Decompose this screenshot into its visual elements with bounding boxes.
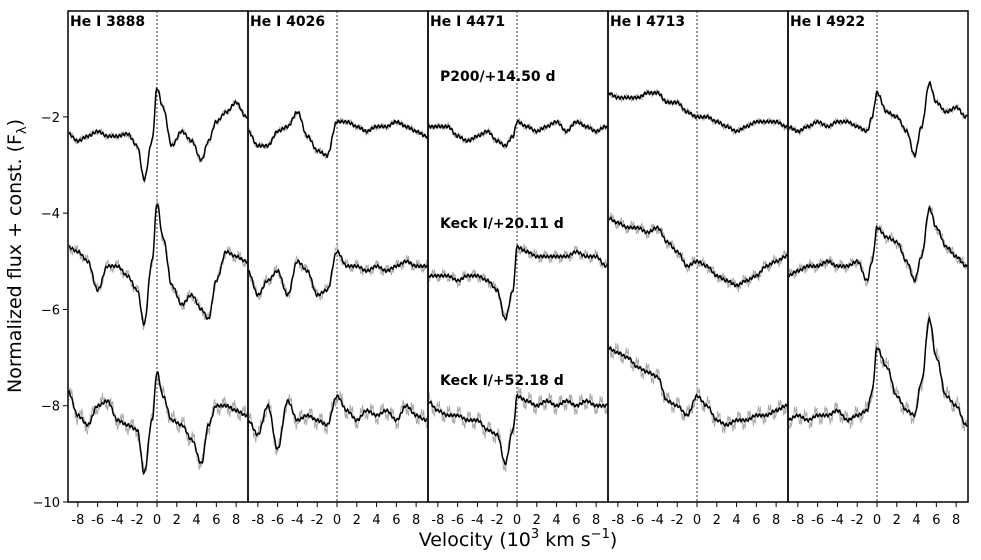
x-tick-label: -2 — [851, 513, 864, 528]
x-tick-label: 4 — [552, 513, 560, 528]
smoothed-spectrum-1 — [68, 86, 248, 183]
x-tick-label: -4 — [111, 513, 124, 528]
smoothed-spectrum-2 — [608, 216, 788, 288]
raw-spectrum-1 — [248, 110, 428, 160]
y-tick-label: −8 — [41, 400, 60, 415]
epoch-label-1: P200/+14.50 d — [440, 69, 556, 85]
panel-frame — [787, 10, 969, 503]
raw-spectrum-3 — [68, 374, 248, 474]
x-tick-label: -8 — [71, 513, 84, 528]
panel-frame — [67, 10, 249, 503]
x-tick-label: 8 — [952, 513, 960, 528]
x-tick-label: -2 — [311, 513, 324, 528]
y-tick-label: −10 — [33, 496, 60, 511]
panel-3: He I 4471 -8 -6 -4 -2 0 2 4 6 8 — [427, 10, 609, 528]
raw-spectrum-3 — [428, 387, 608, 472]
x-tick-label: 6 — [752, 513, 760, 528]
x-tick-label: 0 — [873, 513, 881, 528]
smoothed-spectrum-1 — [428, 119, 608, 149]
smoothed-spectrum-3 — [608, 345, 788, 428]
smoothed-spectrum-2 — [788, 205, 968, 283]
raw-spectrum-2 — [608, 212, 788, 293]
panel-2: He I 4026 -8 -6 -4 -2 0 2 4 6 8 — [247, 10, 429, 528]
panel-title: He I 4922 — [790, 14, 865, 30]
x-tick-label: 4 — [192, 513, 200, 528]
panel-title: He I 4471 — [430, 14, 505, 30]
panel-1: He I 3888 -8 -6 -4 -2 0 2 4 6 8 — [67, 10, 249, 528]
panel-frame — [247, 10, 429, 503]
raw-spectrum-2 — [788, 205, 968, 287]
raw-spectrum-3 — [608, 343, 788, 434]
x-tick-label: -2 — [131, 513, 144, 528]
x-tick-label: 6 — [932, 513, 940, 528]
panel-title: He I 4713 — [610, 14, 685, 30]
x-tick-label: -6 — [811, 513, 824, 528]
smoothed-spectrum-1 — [608, 90, 788, 135]
x-tick-label: 8 — [412, 513, 420, 528]
y-axis: −10 −8 −6 −4 −2 — [33, 111, 68, 511]
x-tick-label: -2 — [491, 513, 504, 528]
x-tick-label: 4 — [912, 513, 920, 528]
x-tick-label: 0 — [153, 513, 161, 528]
panels-group: He I 3888-8 -6 -4 -2 0 2 4 6 8He I 4026-8 -6 -4 -2 0… — [67, 10, 969, 528]
x-tick-label: 2 — [713, 513, 721, 528]
x-tick-label: -8 — [791, 513, 804, 528]
x-tick-label: -4 — [291, 513, 304, 528]
x-tick-label: -4 — [471, 513, 484, 528]
x-tick-label: -6 — [451, 513, 464, 528]
x-tick-label: 0 — [333, 513, 341, 528]
epoch-label-2: Keck I/+20.11 d — [440, 216, 564, 232]
x-tick-label: 8 — [592, 513, 600, 528]
raw-spectrum-2 — [248, 245, 428, 301]
epoch-label-3: Keck I/+52.18 d — [440, 373, 564, 389]
x-tick-label: -6 — [91, 513, 104, 528]
raw-spectrum-1 — [68, 88, 248, 181]
x-tick-label: 2 — [533, 513, 541, 528]
smoothed-spectrum-1 — [248, 110, 428, 159]
smoothed-spectrum-3 — [788, 315, 968, 427]
panel-frame — [607, 10, 789, 503]
x-tick-label: 2 — [893, 513, 901, 528]
x-tick-label: 6 — [572, 513, 580, 528]
x-tick-label: 4 — [732, 513, 740, 528]
y-tick-label: −2 — [41, 111, 60, 126]
x-tick-label: -6 — [631, 513, 644, 528]
panel-5: He I 4922 -8 -6 -4 -2 0 2 4 6 8 — [787, 10, 969, 528]
panel-title: He I 4026 — [250, 14, 325, 30]
panel-title: He I 3888 — [70, 14, 145, 30]
y-tick-label: −4 — [41, 207, 60, 222]
smoothed-spectrum-2 — [428, 244, 608, 322]
x-tick-label: -8 — [431, 513, 444, 528]
x-tick-label: -8 — [611, 513, 624, 528]
smoothed-spectrum-1 — [788, 80, 968, 159]
x-tick-label: 6 — [392, 513, 400, 528]
x-tick-label: 6 — [212, 513, 220, 528]
x-tick-label: -6 — [271, 513, 284, 528]
smoothed-spectrum-3 — [68, 371, 248, 476]
x-tick-label: -4 — [831, 513, 844, 528]
x-axis-label: Velocity (103 km s−1) — [419, 527, 618, 551]
smoothed-spectrum-2 — [68, 203, 248, 326]
x-tick-label: 0 — [513, 513, 521, 528]
x-tick-label: 8 — [232, 513, 240, 528]
x-tick-label: 0 — [693, 513, 701, 528]
raw-spectrum-2 — [68, 197, 248, 330]
x-tick-label: 2 — [353, 513, 361, 528]
smoothed-spectrum-3 — [248, 393, 428, 450]
y-tick-label: −6 — [41, 303, 60, 318]
smoothed-spectrum-2 — [248, 249, 428, 298]
x-tick-label: -4 — [651, 513, 664, 528]
x-tick-label: 8 — [772, 513, 780, 528]
x-tick-label: -8 — [251, 513, 264, 528]
y-axis-label: Normalized flux + const. (Fλ) — [4, 119, 30, 393]
x-tick-label: 2 — [173, 513, 181, 528]
x-tick-label: -2 — [671, 513, 684, 528]
panel-4: He I 4713 -8 -6 -4 -2 0 2 4 6 8 — [607, 10, 789, 528]
x-tick-label: 4 — [372, 513, 380, 528]
smoothed-spectrum-3 — [428, 393, 608, 466]
